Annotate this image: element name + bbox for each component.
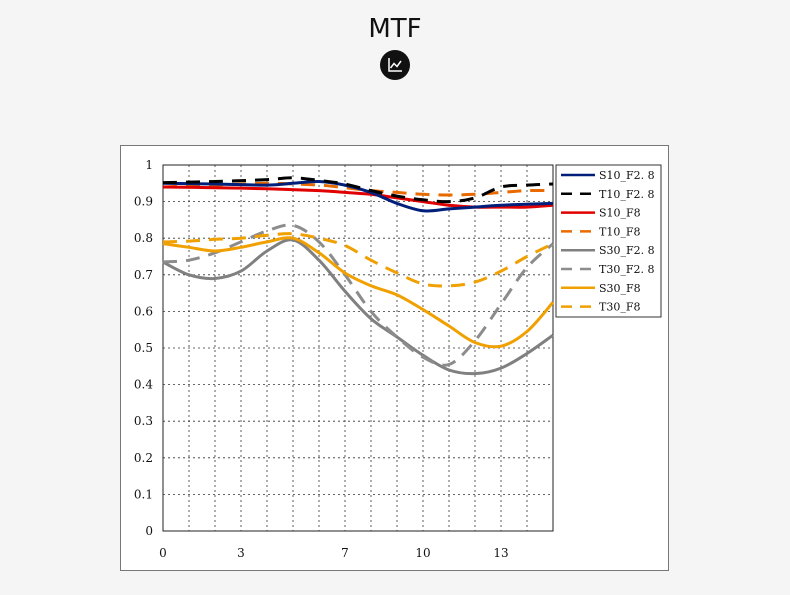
- series-line-t30-f2-8: [162, 223, 555, 367]
- x-tick-label: 10: [415, 546, 430, 560]
- y-tick-label: 0.5: [134, 341, 153, 355]
- y-tick-label: 0: [145, 524, 153, 538]
- page-title: MTF: [368, 14, 422, 44]
- mtf-chart: 00.10.20.30.40.50.60.70.80.910 3 7 10 13 S10…: [134, 158, 662, 560]
- series-line-s10-f8: [162, 185, 554, 209]
- legend-label: S10_F2. 8: [599, 169, 655, 182]
- y-tick-label: 0.3: [134, 414, 153, 428]
- y-tick-label: 0.7: [134, 268, 153, 282]
- y-tick-label: 1: [145, 158, 153, 172]
- legend-box: [555, 164, 662, 318]
- x-tick-label: 3: [237, 546, 245, 560]
- legend-label: T10_F8: [599, 225, 640, 238]
- y-tick-label: 0.1: [134, 487, 153, 501]
- legend-label: T10_F2. 8: [599, 188, 654, 201]
- legend-label: T30_F2. 8: [599, 263, 654, 276]
- legend-label: S10_F8: [599, 207, 641, 220]
- y-tick-label: 0.6: [134, 304, 153, 318]
- legend-label: S30_F8: [599, 282, 641, 295]
- y-tick-label: 0.4: [134, 378, 153, 392]
- series-line-s30-f2-8: [162, 238, 554, 376]
- y-tick-label: 0.8: [134, 231, 153, 245]
- series-line-s10-f2-8: [162, 179, 554, 213]
- legend-label: S30_F2. 8: [599, 244, 655, 257]
- line-chart-icon: [380, 50, 410, 80]
- x-tick-label: 0: [159, 546, 167, 560]
- x-tick-label: 13: [493, 546, 508, 560]
- y-tick-label: 0.9: [134, 195, 153, 209]
- chart-frame: 0 0.1 0.2 0.3 0.4 0.5 0.6 0.7 0.8 0.9 1 0 3 7 10 13 S10…: [120, 145, 669, 571]
- series-line-t10-f8: [162, 181, 554, 197]
- y-tick-label: 0.2: [134, 451, 153, 465]
- series-line-s30-f8: [162, 236, 555, 349]
- legend-label: T30_F8: [599, 301, 640, 314]
- x-tick-label: 7: [341, 546, 349, 560]
